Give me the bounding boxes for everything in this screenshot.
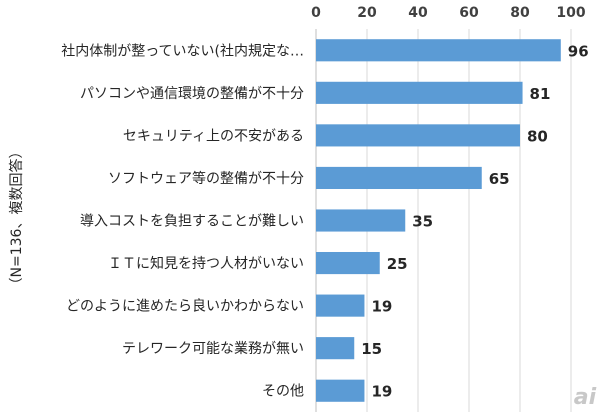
data-label: 25 xyxy=(387,255,408,273)
x-axis-ticks: 0 20 40 60 80 100 xyxy=(311,5,586,21)
bar xyxy=(316,81,523,104)
category-label: テレワーク可能な業務が無い xyxy=(122,341,304,357)
y-axis-title: （N=136、複数回答） xyxy=(8,145,25,292)
watermark-logo: ai xyxy=(574,385,597,410)
category-labels: 社内体制が整っていない(社内規定な… パソコンや通信環境の整備が不十分セキュリティ… xyxy=(61,43,304,399)
category-label: その他 xyxy=(262,384,304,400)
bar xyxy=(316,166,482,190)
bar xyxy=(316,209,406,232)
bars xyxy=(316,39,561,402)
bar xyxy=(316,39,561,62)
category-label: 導入コストを負担することが難しい xyxy=(80,214,304,230)
category-label: セキュリティ上の不安がある xyxy=(123,128,304,144)
bar xyxy=(316,379,365,402)
bar xyxy=(316,124,520,147)
data-label: 19 xyxy=(371,298,392,316)
bar xyxy=(316,251,380,275)
x-tick-label: 60 xyxy=(459,5,479,21)
data-label: 80 xyxy=(527,127,548,145)
x-tick-label: 20 xyxy=(357,5,377,21)
data-label: 19 xyxy=(371,383,392,401)
value-labels: 96 81 80 65 35 25 19 15 19 xyxy=(361,42,588,400)
data-label: 15 xyxy=(361,340,382,358)
data-label: 96 xyxy=(568,42,589,60)
category-label: ソフトウェア等の整備が不十分 xyxy=(108,170,304,187)
data-label: 81 xyxy=(530,85,551,103)
x-tick-label: 40 xyxy=(408,5,428,21)
bar xyxy=(316,337,355,360)
category-label: どのように進めたら良いかわからない xyxy=(66,299,304,315)
x-tick-label: 80 xyxy=(510,5,530,21)
bar xyxy=(316,294,365,317)
data-label: 35 xyxy=(412,213,433,231)
data-label: 65 xyxy=(489,170,510,188)
x-tick-label: 100 xyxy=(556,5,585,21)
category-label: ＩＴに知見を持つ人材がいない xyxy=(108,255,304,272)
category-label: パソコンや通信環境の整備が不十分 xyxy=(80,86,304,102)
category-label: 社内体制が整っていない(社内規定な… xyxy=(61,43,304,59)
x-tick-label: 0 xyxy=(311,5,321,21)
